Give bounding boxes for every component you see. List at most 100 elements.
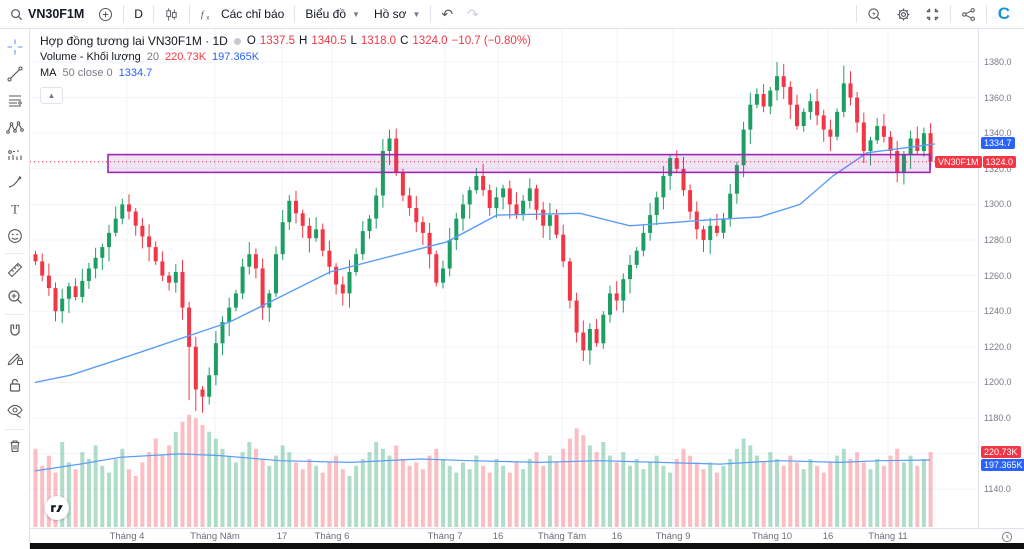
time-axis[interactable]: Tháng 4 Tháng Năm 17 Tháng 6 Tháng 7 16 Tháng … bbox=[30, 528, 1024, 544]
price-tick-label: 1260.0 bbox=[984, 270, 1012, 281]
toolbar-separator bbox=[123, 5, 125, 23]
price-axis[interactable]: 1380.0 1360.0 1340.0 1320.0 1300.0 1280.0 1260… bbox=[978, 28, 1024, 528]
toolbar-separator bbox=[985, 5, 987, 23]
legend-more-icon[interactable] bbox=[233, 37, 241, 45]
measure-ruler-tool-icon bbox=[7, 262, 22, 278]
drawing-toolbar: T bbox=[0, 28, 30, 549]
price-tick-label: 1140.0 bbox=[984, 484, 1011, 495]
brush-tool[interactable] bbox=[2, 169, 28, 195]
undo-icon: ↶ bbox=[441, 6, 454, 22]
legend-collapse-button[interactable]: ▲ bbox=[40, 87, 63, 104]
xabcd-pattern-tool[interactable] bbox=[2, 115, 28, 141]
price-tick-label: 1280.0 bbox=[984, 235, 1012, 245]
change-value: −10.7 (−0.80%) bbox=[451, 35, 531, 47]
text-tool[interactable]: T bbox=[2, 196, 28, 222]
chart-templates-button[interactable]: Biểu đồ ▼ bbox=[298, 2, 367, 26]
share-button[interactable] bbox=[954, 2, 983, 26]
volume-ma-value: 197.365K bbox=[212, 51, 260, 63]
last-price-symbol: VN30F1M bbox=[935, 156, 982, 168]
last-price-label: VN30F1M 1324.0 bbox=[935, 156, 1017, 168]
fib-retracement-tool-icon bbox=[8, 95, 22, 107]
legend-symbol-title[interactable]: Hợp đồng tương lai VN30F1M · 1D bbox=[40, 34, 228, 48]
price-tick-label: 1240.0 bbox=[984, 306, 1012, 317]
svg-text:T: T bbox=[11, 202, 19, 217]
quick-search-button[interactable] bbox=[860, 2, 889, 26]
chart-type-button[interactable] bbox=[157, 2, 186, 26]
ma-value: 1334.7 bbox=[118, 67, 153, 79]
toolbar-separator bbox=[188, 5, 190, 23]
price-tick-label: 1340.0 bbox=[984, 128, 1012, 139]
crosshair-tool-icon bbox=[7, 39, 22, 55]
toolbar-separator bbox=[4, 429, 25, 430]
hide-drawings-tool[interactable] bbox=[2, 399, 28, 425]
svg-text:f: f bbox=[201, 10, 205, 21]
toolbar-separator bbox=[152, 5, 154, 23]
redo-button[interactable]: ↷ bbox=[460, 2, 486, 26]
compare-add-symbol-button[interactable] bbox=[91, 2, 120, 26]
chevron-down-icon: ▼ bbox=[352, 9, 360, 19]
plus-circle-icon bbox=[99, 7, 113, 21]
toolbar-separator bbox=[949, 5, 951, 23]
timezone-clock-button[interactable] bbox=[1001, 530, 1013, 548]
volume-indicator-label[interactable]: Volume - Khối lượng bbox=[40, 51, 141, 63]
share-icon bbox=[961, 7, 975, 21]
search-icon bbox=[11, 8, 23, 20]
top-toolbar: VN30F1M D f x bbox=[0, 0, 1024, 29]
chevron-up-icon: ▲ bbox=[47, 91, 56, 100]
time-tick-label: Tháng 10 bbox=[751, 531, 793, 542]
remove-drawings-tool-icon bbox=[10, 440, 19, 453]
interval-label: D bbox=[134, 7, 143, 21]
interval-button[interactable]: D bbox=[127, 2, 150, 26]
toolbar-separator bbox=[294, 5, 296, 23]
fullscreen-button[interactable] bbox=[918, 2, 947, 26]
volume-value: 220.73K bbox=[165, 51, 207, 63]
price-tick-label: 1320.0 bbox=[984, 163, 1012, 174]
symbol-search-button[interactable]: VN30F1M bbox=[0, 2, 91, 26]
ohlc-values: O 1337.5 H 1340.5 L 1318.0 C 1324.0 −10.7 (−… bbox=[246, 35, 531, 47]
price-tick-label: 1220.0 bbox=[984, 341, 1012, 352]
forecast-tool-icon bbox=[7, 150, 22, 160]
drawing-mode-lock-tool-icon bbox=[7, 353, 23, 366]
measure-ruler-tool[interactable] bbox=[2, 257, 28, 283]
crosshair-tool[interactable] bbox=[2, 34, 28, 60]
profile-label: Hồ sơ bbox=[373, 7, 407, 21]
chart-legend: Hợp đồng tương lai VN30F1M · 1D O 1337.5 … bbox=[40, 33, 531, 104]
time-tick-label: 16 bbox=[611, 531, 623, 542]
zoom-in-tool[interactable] bbox=[2, 284, 28, 310]
time-tick-label: Tháng 11 bbox=[868, 531, 908, 542]
fullscreen-icon bbox=[926, 8, 939, 20]
volume-param: 20 bbox=[146, 51, 160, 63]
tradingview-logo-icon bbox=[51, 505, 63, 512]
tradingview-logo[interactable] bbox=[45, 496, 69, 520]
price-tick-label: 1380.0 bbox=[984, 57, 1012, 67]
fib-retracement-tool[interactable] bbox=[2, 88, 28, 114]
undo-button[interactable]: ↶ bbox=[434, 2, 460, 26]
price-tick-label: 1180.0 bbox=[984, 413, 1011, 423]
chart-canvas[interactable] bbox=[30, 28, 978, 528]
hide-drawings-tool-icon bbox=[6, 404, 23, 418]
profile-menu-button[interactable]: Hồ sơ ▼ bbox=[367, 2, 427, 26]
settings-button[interactable] bbox=[889, 2, 918, 26]
taskbar-strip bbox=[30, 543, 1024, 549]
broker-logo[interactable]: C bbox=[997, 4, 1010, 23]
time-tick-label: 16 bbox=[822, 531, 834, 542]
indicators-button[interactable]: f x Các chỉ báo bbox=[193, 2, 291, 26]
ma-indicator-label[interactable]: MA bbox=[40, 67, 57, 79]
remove-drawings-tool[interactable] bbox=[2, 433, 28, 459]
fx-icon: f x bbox=[201, 10, 210, 21]
lock-all-drawings-tool[interactable] bbox=[2, 372, 28, 398]
trend-line-tool-icon bbox=[7, 66, 22, 82]
emoji-tool-icon bbox=[7, 229, 22, 243]
emoji-tool[interactable] bbox=[2, 223, 28, 249]
magnet-tool[interactable] bbox=[2, 318, 28, 344]
clock-icon bbox=[1001, 531, 1013, 543]
forecast-tool[interactable] bbox=[2, 142, 28, 168]
text-tool-icon: T bbox=[11, 202, 19, 217]
drawing-mode-lock-tool[interactable] bbox=[2, 345, 28, 371]
quick-search-icon bbox=[868, 7, 881, 21]
volume-ma-badge: 197.365K bbox=[981, 459, 1024, 471]
ma-value-badge: 1334.7 bbox=[981, 136, 1015, 149]
magnet-tool-icon bbox=[9, 324, 20, 336]
trend-line-tool[interactable] bbox=[2, 61, 28, 87]
